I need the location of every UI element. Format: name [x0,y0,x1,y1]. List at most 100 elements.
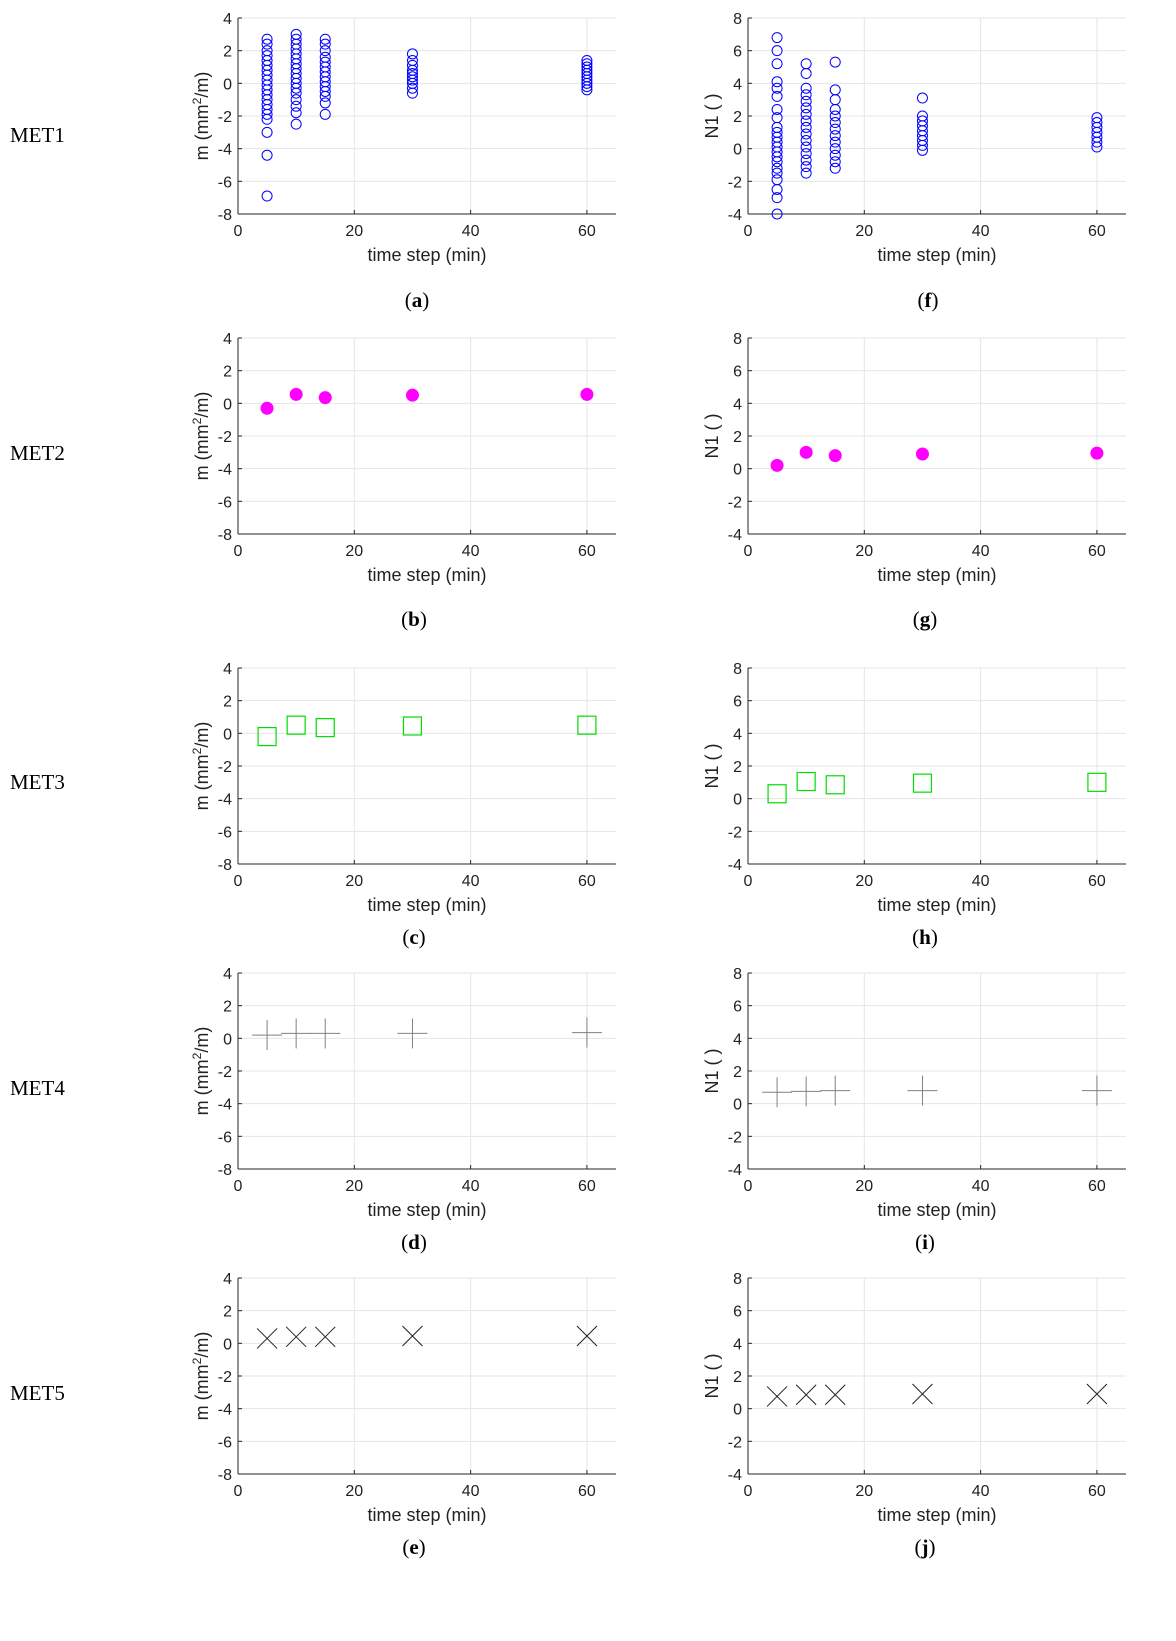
y-tick-label: -2 [218,1369,232,1386]
y-tick-label: -6 [218,824,232,841]
data-point [771,58,783,70]
y-tick-label: -4 [728,1162,742,1179]
y-tick-label: -8 [218,207,232,224]
data-point [907,1075,938,1106]
y-tick-label: 0 [733,792,742,809]
y-tick-label: 4 [223,1271,232,1288]
y-tick-label: -2 [218,429,232,446]
data-point [315,718,335,738]
data-point [1091,112,1103,124]
row-label-met4: MET4 [10,1076,65,1100]
caption-f: (f) [917,288,939,312]
y-tick-label: 2 [733,429,742,446]
x-tick-label: 0 [744,1178,753,1195]
y-tick-label: 8 [733,11,742,28]
y-tick-label: -2 [218,1064,232,1081]
data-point [771,82,783,94]
x-tick-label: 0 [234,1178,243,1195]
data-point [290,107,302,119]
data-point [406,59,418,71]
data-point [261,50,273,62]
y-tick-label: -8 [218,527,232,544]
x-axis-label: time step (min) [877,895,996,915]
data-point [290,118,302,130]
row-label-met3: MET3 [10,770,65,794]
data-point [800,115,812,127]
y-tick-label: 4 [223,11,232,28]
data-point [829,110,841,122]
y-tick-label: 0 [223,726,232,743]
data-point [800,121,812,133]
y-tick-label: 4 [733,1031,742,1048]
data-point [771,192,783,204]
data-point [824,1384,846,1406]
x-tick-label: 0 [234,543,243,560]
data-point [290,33,302,45]
y-tick-label: 4 [223,331,232,348]
data-point [261,38,273,50]
data-point [260,401,274,415]
data-point [912,1383,933,1405]
x-tick-label: 40 [462,1178,480,1195]
data-point [261,126,273,138]
y-tick-label: -6 [218,1129,232,1146]
data-point [402,1325,423,1347]
y-tick-label: 2 [733,1369,742,1386]
data-point [829,123,841,135]
chart-panel-e: 0 20 40 60 -8 -6 -4 -2 0 2 4 time step (min) m (mm2/… [190,1271,616,1525]
x-tick-label: 20 [345,1178,363,1195]
data-point [406,54,418,66]
data-point [1087,772,1107,792]
chart-panel-f: 0 20 40 60 -4 -2 0 2 4 6 8 time step (min) N1 ( ) [702,11,1126,265]
data-point [281,1018,312,1049]
data-point [397,1018,428,1049]
data-point [770,458,784,472]
caption-b: (b) [401,607,427,631]
data-point [771,162,783,174]
y-tick-label: 8 [733,331,742,348]
data-point [252,1020,283,1051]
data-point [290,28,302,40]
x-tick-label: 0 [744,873,753,890]
data-point [825,775,845,795]
y-tick-label: -8 [218,1162,232,1179]
data-point [310,1018,341,1049]
y-tick-label: 6 [733,364,742,381]
data-point [771,90,783,102]
y-axis-label: N1 ( ) [702,744,722,789]
x-tick-label: 0 [744,543,753,560]
data-point [406,68,418,80]
data-point [829,94,841,106]
y-tick-label: 4 [733,1336,742,1353]
data-point [800,58,812,70]
y-tick-label: 4 [733,726,742,743]
y-tick-label: -2 [218,759,232,776]
data-point [319,97,331,109]
data-point [571,1017,602,1048]
data-point [820,1075,851,1106]
y-tick-label: 2 [733,1064,742,1081]
data-point [912,773,933,793]
data-point [916,92,928,104]
data-point [261,149,273,161]
y-tick-label: -4 [218,142,232,159]
x-tick-label: 60 [1088,543,1106,560]
x-tick-label: 40 [972,1178,990,1195]
y-tick-label: -2 [728,1129,742,1146]
data-point [829,84,841,96]
x-tick-label: 20 [345,1483,363,1500]
chart-panel-h: 0 20 40 60 -4 -2 0 2 4 6 8 time step (min) N1 ( ) [702,661,1126,915]
y-axis-label: m (mm2/m) [190,1027,212,1116]
data-point [771,174,783,186]
data-point [915,447,929,461]
data-point [829,103,841,115]
row-label-met1: MET1 [10,123,65,147]
data-point [771,167,783,179]
y-tick-label: -4 [218,1402,232,1419]
data-point [319,38,331,50]
x-axis-label: time step (min) [877,245,996,265]
x-tick-label: 40 [972,223,990,240]
data-point [402,716,423,736]
y-tick-label: -6 [218,494,232,511]
data-point [916,115,928,127]
